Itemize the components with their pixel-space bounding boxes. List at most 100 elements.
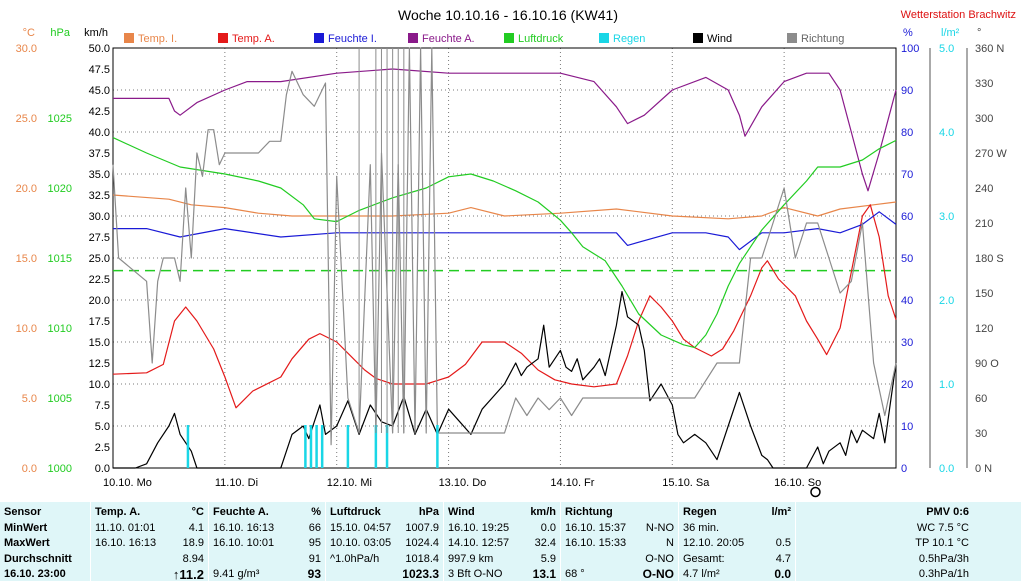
stats-wind-distance: 997.9 km — [448, 552, 494, 565]
stats-label-max: MaxWert — [4, 537, 50, 550]
axis-tick-pct: 30 — [901, 337, 913, 349]
legend-swatch-temp_a — [218, 33, 228, 43]
axis-tick-dir: 0 N — [975, 463, 992, 475]
axis-tick-rain: 2.0 — [939, 295, 954, 307]
legend-label-richtung: Richtung — [801, 33, 844, 45]
stats-luftdruck-min-time: 15.10. 04:57 — [330, 521, 392, 534]
legend-label-wind: Wind — [707, 33, 732, 45]
axis-tick-dir: 270 W — [975, 148, 1007, 160]
axis-tick-rain: 3.0 — [939, 211, 954, 223]
stats-pmv-windchill: WC 7.5 °C — [916, 521, 969, 534]
axis-tick-kmh: 25.0 — [89, 253, 110, 265]
axis-tick-pct: 100 — [901, 43, 919, 55]
x-tick-label: 12.10. Mi — [327, 477, 372, 489]
axis-tick-temp: 25.0 — [16, 113, 37, 125]
axis-unit-dir: ° — [977, 27, 981, 39]
stats-sensor-header: Sensor — [4, 506, 42, 518]
axis-tick-kmh: 32.5 — [89, 190, 110, 202]
stats-label-min: MinWert — [4, 521, 48, 534]
legend-label-temp_i: Temp. I. — [138, 33, 177, 45]
axis-tick-dir: 240 — [975, 183, 993, 195]
stats-richtung-max-time: 16.10. 15:33 — [565, 537, 627, 550]
axis-unit-hpa: hPa — [50, 27, 70, 39]
axis-tick-kmh: 0.0 — [95, 463, 110, 475]
stats-col-regen: Regen l/m² 36 min. 12.10. 20:05 0.5 Gesamt… — [679, 502, 795, 581]
axis-tick-temp: 0.0 — [22, 463, 37, 475]
stats-wind-bft: 3 Bft O-NO — [448, 568, 503, 581]
legend-swatch-temp_i — [124, 33, 134, 43]
legend-swatch-richtung — [787, 33, 797, 43]
stats-richtung-min-time: 16.10. 15:37 — [565, 521, 627, 534]
axis-tick-dir: 90 O — [975, 358, 999, 370]
axis-tick-kmh: 27.5 — [89, 232, 110, 244]
axis-tick-kmh: 10.0 — [89, 379, 110, 391]
stats-feuchte-a-max-time: 16.10. 10:01 — [213, 537, 275, 550]
axis-tick-dir: 30 — [975, 428, 987, 440]
axis-tick-kmh: 30.0 — [89, 211, 110, 223]
stats-col-feuchte-a: Feuchte A.% 16.10. 16:13 66 16.10. 10:01 9… — [209, 502, 325, 581]
stats-temp-a-max-time: 16.10. 16:13 — [95, 537, 157, 550]
x-tick-label: 13.10. Do — [439, 477, 487, 489]
stats-col-richtung: Richtung 16.10. 15:37 N-NO 16.10. 15:33 N … — [561, 502, 678, 581]
stats-col-luftdruck: Luftdruck hPa 15.10. 04:57 1007.9 10.10. 0… — [326, 502, 443, 581]
stats-wind-min-time: 16.10. 19:25 — [448, 521, 510, 534]
x-tick-label: 11.10. Di — [215, 477, 258, 489]
axis-tick-temp: 10.0 — [16, 323, 37, 335]
station-label: Wetterstation Brachwitz — [901, 9, 1016, 21]
chart-axes: 0.05.010.015.020.025.030.010001005101010… — [16, 43, 1008, 475]
axis-tick-pct: 20 — [901, 379, 913, 391]
axis-unit-kmh: km/h — [84, 27, 108, 39]
series-line-wind — [113, 291, 897, 469]
series-line-temp_a — [112, 204, 897, 409]
stats-pmv-trend1h: 0.3hPa/1h — [918, 568, 969, 581]
stats-regen-unit: l/m² — [771, 506, 791, 518]
axis-tick-hpa: 1005 — [48, 393, 72, 405]
stats-pmv-header: PMV 0:6 — [926, 506, 969, 518]
stats-temp-a-min: 4.1 — [188, 521, 204, 534]
axis-tick-pct: 90 — [901, 85, 913, 97]
weather-chart: Woche 10.10.16 - 16.10.16 (KW41) Wetters… — [16, 7, 1016, 498]
axis-tick-temp: 20.0 — [16, 183, 37, 195]
axis-tick-kmh: 40.0 — [89, 127, 110, 139]
axis-tick-kmh: 5.0 — [95, 421, 110, 433]
stats-regen-cur-note: 4.7 l/m² — [683, 568, 720, 581]
stats-temp-a-min-time: 11.10. 01:01 — [95, 521, 156, 534]
legend-swatch-luftdruck — [504, 33, 514, 43]
stats-regen-total: 4.7 — [775, 552, 791, 565]
stats-feuchte-a-header: Feuchte A. — [213, 506, 269, 518]
axis-tick-dir: 330 — [975, 78, 993, 90]
stats-richtung-min: N-NO — [645, 521, 674, 534]
axis-tick-temp: 5.0 — [22, 393, 37, 405]
stats-feuchte-a-avg: 91 — [308, 552, 321, 565]
axis-tick-hpa: 1010 — [48, 323, 72, 335]
stats-feuchte-a-max: 95 — [308, 537, 321, 550]
axis-tick-kmh: 17.5 — [89, 316, 110, 328]
stats-regen-header: Regen — [683, 506, 717, 518]
chart-title: Woche 10.10.16 - 16.10.16 (KW41) — [398, 7, 618, 23]
axis-unit-pct: % — [903, 27, 913, 39]
axis-tick-kmh: 2.5 — [95, 442, 110, 454]
series-line-temp_i — [112, 194, 897, 220]
axis-tick-kmh: 35.0 — [89, 169, 110, 181]
series-line-luftdruck — [112, 137, 897, 349]
axis-tick-hpa: 1015 — [48, 253, 72, 265]
stats-luftdruck-unit: hPa — [418, 506, 439, 518]
axis-tick-dir: 120 — [975, 323, 993, 335]
stats-label-current: 16.10. 23:00 — [4, 568, 66, 581]
legend-swatch-feuchte_a — [408, 33, 418, 43]
legend-label-temp_a: Temp. A. — [232, 33, 275, 45]
stats-luftdruck-max-time: 10.10. 03:05 — [330, 537, 392, 550]
x-tick-label: 16.10. So — [774, 477, 821, 489]
stats-richtung-current: O-NO — [642, 567, 674, 581]
stats-wind-unit: km/h — [530, 506, 556, 518]
legend-swatch-regen — [599, 33, 609, 43]
stats-wind-max: 32.4 — [534, 537, 556, 550]
stats-richtung-header: Richtung — [565, 506, 613, 518]
axis-tick-pct: 10 — [901, 421, 913, 433]
legend-swatch-wind — [693, 33, 703, 43]
stats-luftdruck-current: 1023.3 — [402, 567, 439, 581]
series-line-richtung — [112, 47, 897, 446]
axis-tick-pct: 60 — [901, 211, 913, 223]
legend-label-luftdruck: Luftdruck — [518, 33, 564, 45]
axis-tick-kmh: 20.0 — [89, 295, 110, 307]
